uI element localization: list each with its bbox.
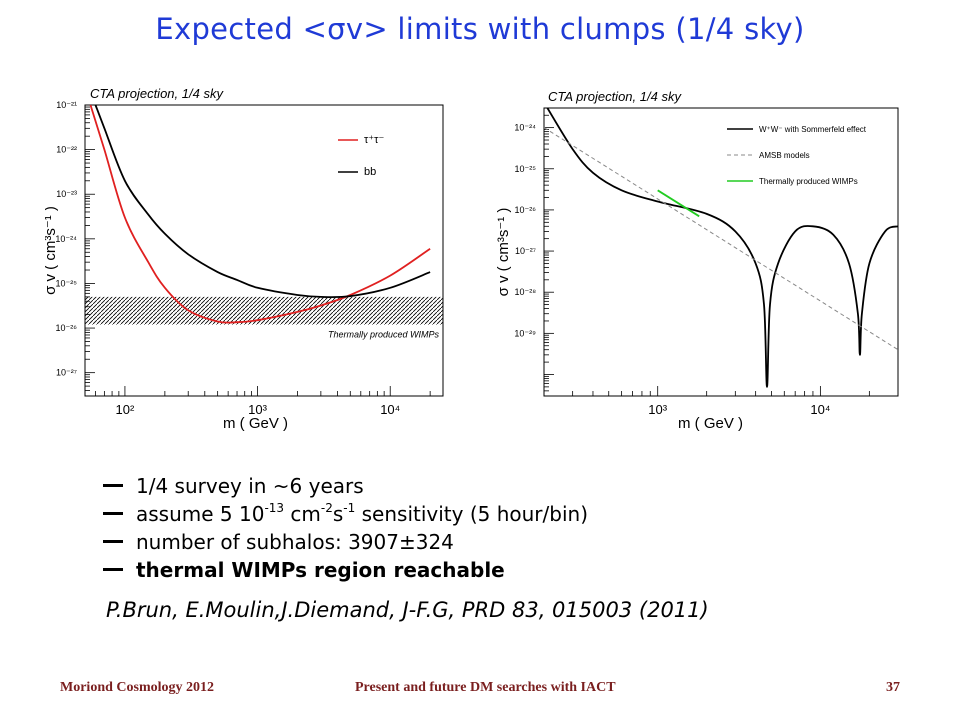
x-tick-label: 10⁴ (380, 402, 400, 417)
chart-right-svg: CTA projection, 1/4 sky 10⁻²⁴ 10⁻²⁵ 10⁻²⁶ 10… (495, 89, 899, 432)
y-tick-label: 10⁻²⁶ (56, 323, 78, 333)
bullet-text: assume 5 10-13 cm-2s-1 sensitivity (5 ho… (136, 500, 588, 528)
x-tick-label: 10⁴ (810, 402, 830, 417)
y-tick-label: 10⁻²⁹ (514, 328, 536, 338)
y-tick-label: 10⁻²⁴ (55, 234, 77, 244)
footer-page-number: 37 (886, 680, 900, 695)
chart-left-svg: CTA projection, 1/4 sky Thermally produce… (42, 86, 444, 432)
x-tick-label: 10³ (648, 402, 667, 417)
bullet-dash (103, 484, 123, 487)
footer-center: Present and future DM searches with IACT (355, 680, 616, 695)
bullet-text: number of subhalos: 3907±324 (136, 530, 454, 554)
y-tick-label: 10⁻²⁸ (514, 287, 536, 297)
legend-label: AMSB models (759, 151, 810, 160)
chart-title: CTA projection, 1/4 sky (548, 89, 682, 104)
y-tick-label: 10⁻²⁷ (56, 368, 77, 378)
legend-label: W⁺W⁻ with Sommerfeld effect (759, 125, 867, 134)
legend-label: bb (364, 166, 376, 178)
chart-left: CTA projection, 1/4 sky Thermally produce… (42, 80, 445, 444)
bullet-text: 1/4 survey in ~6 years (136, 474, 364, 498)
series-line-2 (657, 189, 700, 218)
y-tick-label: 10⁻²³ (56, 189, 77, 199)
y-tick-label: 10⁻²¹ (56, 100, 77, 110)
series-line-0 (546, 108, 898, 388)
y-tick-label: 10⁻²⁶ (515, 205, 537, 215)
y-tick-label: 10⁻²² (56, 145, 77, 155)
y-axis-label: σ v ( cm³s⁻¹ ) (45, 206, 59, 295)
bullet-dash (103, 512, 123, 515)
bullet-sup: -13 (264, 501, 285, 515)
x-axis-label: m ( GeV ) (678, 415, 743, 432)
bullet-text-part: assume 5 10 (136, 502, 265, 526)
footer-left: Moriond Cosmology 2012 (60, 680, 214, 695)
wimp-band (85, 296, 443, 325)
slide-title: Expected <σv> limits with clumps (1/4 sk… (155, 12, 805, 46)
y-tick-label: 10⁻²⁴ (514, 123, 536, 133)
plot-frame (543, 107, 899, 397)
y-axis-label: σ v ( cm³s⁻¹ ) (495, 208, 512, 297)
series-line-1 (94, 105, 431, 299)
bullet-dash (103, 540, 123, 543)
x-tick-label: 10² (116, 402, 135, 417)
bullet-text: thermal WIMPs region reachable (136, 558, 505, 582)
y-tick-label: 10⁻²⁵ (56, 278, 78, 288)
bullet-text-part: cm (284, 502, 321, 526)
y-tick-label: 10⁻²⁷ (515, 246, 536, 256)
bullet-sup: -2 (320, 501, 333, 515)
chart-right: CTA projection, 1/4 sky 10⁻²⁴ 10⁻²⁵ 10⁻²⁶ 10… (490, 84, 900, 438)
chart-title: CTA projection, 1/4 sky (90, 86, 224, 101)
bullet-text-part: sensitivity (5 hour/bin) (355, 502, 588, 526)
bullet-dash (103, 568, 123, 571)
x-tick-label: 10³ (248, 402, 267, 417)
bullet-text-part: s (332, 502, 344, 526)
legend-label: Thermally produced WIMPs (759, 177, 858, 186)
band-label: Thermally produced WIMPs (328, 330, 440, 340)
x-axis-label: m ( GeV ) (223, 415, 288, 432)
plot-frame (84, 104, 444, 397)
y-tick-label: 10⁻²⁵ (515, 164, 537, 174)
legend-label: τ⁺τ⁻ (364, 134, 384, 146)
bullet-sup: -1 (343, 501, 356, 515)
series-line-1 (544, 127, 898, 351)
reference-citation: P.Brun, E.Moulin,J.Diemand, J-F.G, PRD 8… (106, 598, 709, 622)
